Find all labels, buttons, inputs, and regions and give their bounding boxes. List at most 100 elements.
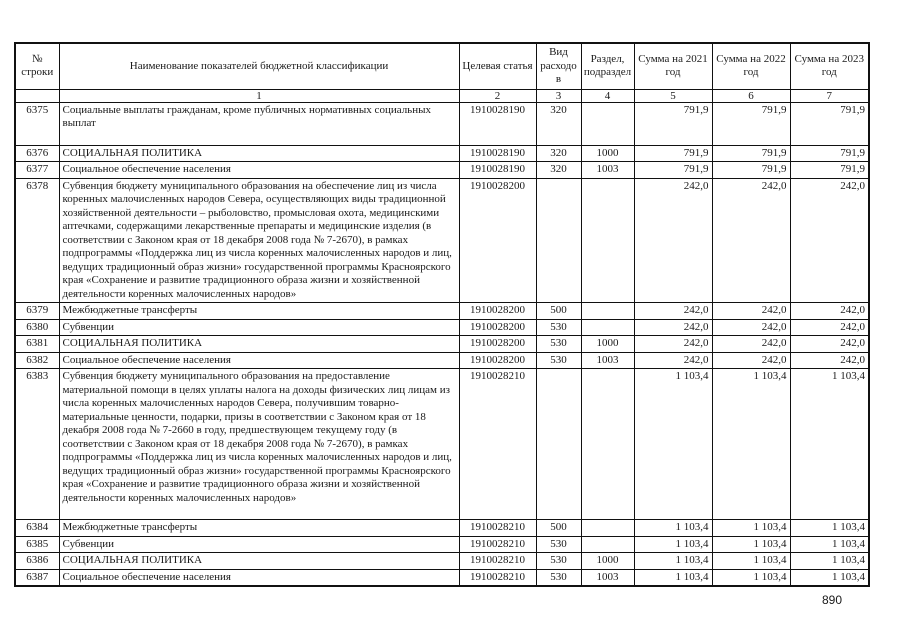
header-indicator-name: Наименование показателей бюджетной класс…: [58, 42, 460, 90]
header-row-number: № строки: [14, 42, 60, 90]
section-cell: 1000: [580, 335, 635, 353]
expense-type-cell: 530: [535, 335, 582, 353]
table-row: 6380 Субвенции 1910028200 530 242,0 242,0 242,…: [14, 318, 870, 336]
indicator-name-cell: Социальное обеспечение населения: [58, 161, 460, 179]
row-number-cell: 6386: [14, 552, 60, 570]
table-row: 6385 Субвенции 1910028210 530 1 103,4 1 103,4…: [14, 535, 870, 553]
section-cell: 1000: [580, 552, 635, 570]
table-row: 6382 Социальное обеспечение населения 1910…: [14, 351, 870, 369]
table-row: 6381 СОЦИАЛЬНАЯ ПОЛИТИКА 1910028200 530 1000…: [14, 335, 870, 353]
expense-type-cell: 500: [535, 519, 582, 537]
indicator-name-cell: Субвенции: [58, 318, 460, 336]
row-number-cell: 6382: [14, 351, 60, 369]
table-row: 6384 Межбюджетные трансферты 1910028210 500…: [14, 519, 870, 537]
sum-2021-cell: 242,0: [633, 335, 713, 353]
sum-2021-cell: 791,9: [633, 144, 713, 162]
sum-2022-cell: 242,0: [711, 318, 791, 336]
sum-2022-cell: 791,9: [711, 101, 791, 146]
header-sum-2022: Сумма на 2022 год: [711, 42, 791, 90]
section-cell: [580, 302, 635, 320]
section-cell: [580, 318, 635, 336]
expense-type-cell: 320: [535, 144, 582, 162]
sum-2021-cell: 791,9: [633, 161, 713, 179]
sum-2023-cell: 1 103,4: [789, 568, 870, 587]
expense-type-cell: 530: [535, 351, 582, 369]
indicator-name-cell: Социальное обеспечение населения: [58, 568, 460, 587]
indicator-name-cell: Субвенция бюджету муниципального образов…: [58, 177, 460, 303]
table-row: 6377 Социальное обеспечение населения 1910…: [14, 161, 870, 179]
sum-2023-cell: 1 103,4: [789, 552, 870, 570]
sum-2021-cell: 1 103,4: [633, 519, 713, 537]
sum-2022-cell: 242,0: [711, 335, 791, 353]
sum-2021-cell: 791,9: [633, 101, 713, 146]
sum-2021-cell: 242,0: [633, 302, 713, 320]
sum-2022-cell: 1 103,4: [711, 552, 791, 570]
table-row: 6386 СОЦИАЛЬНАЯ ПОЛИТИКА 1910028210 530 1000…: [14, 552, 870, 570]
colnum-5: 5: [633, 88, 713, 103]
section-cell: [580, 535, 635, 553]
target-article-cell: 1910028210: [458, 535, 537, 553]
sum-2021-cell: 1 103,4: [633, 535, 713, 553]
indicator-name-cell: Социальное обеспечение населения: [58, 351, 460, 369]
indicator-name-cell: Субвенция бюджету муниципального образов…: [58, 368, 460, 520]
target-article-cell: 1910028190: [458, 161, 537, 179]
row-number-cell: 6375: [14, 101, 60, 146]
budget-table: № строки Наименование показателей бюджет…: [14, 42, 870, 587]
section-cell: 1003: [580, 351, 635, 369]
indicator-name-cell: Межбюджетные трансферты: [58, 302, 460, 320]
target-article-cell: 1910028190: [458, 101, 537, 146]
indicator-name-cell: СОЦИАЛЬНАЯ ПОЛИТИКА: [58, 552, 460, 570]
target-article-cell: 1910028200: [458, 302, 537, 320]
table-row: 6383 Субвенция бюджету муниципального обр…: [14, 368, 870, 520]
sum-2022-cell: 1 103,4: [711, 519, 791, 537]
row-number-cell: 6376: [14, 144, 60, 162]
section-cell: [580, 368, 635, 520]
page-number: 890: [822, 593, 843, 607]
colnum-2: 2: [458, 88, 537, 103]
sum-2023-cell: 791,9: [789, 101, 870, 146]
colnum-0: [14, 88, 60, 103]
section-cell: 1003: [580, 568, 635, 587]
row-number-cell: 6377: [14, 161, 60, 179]
target-article-cell: 1910028190: [458, 144, 537, 162]
sum-2022-cell: 791,9: [711, 161, 791, 179]
sum-2021-cell: 1 103,4: [633, 568, 713, 587]
sum-2023-cell: 791,9: [789, 144, 870, 162]
row-number-cell: 6384: [14, 519, 60, 537]
header-sum-2021: Сумма на 2021 год: [633, 42, 713, 90]
expense-type-cell: [535, 368, 582, 520]
row-number-cell: 6385: [14, 535, 60, 553]
section-cell: [580, 177, 635, 303]
section-cell: [580, 101, 635, 146]
table-header-row: № строки Наименование показателей бюджет…: [14, 42, 870, 90]
sum-2022-cell: 1 103,4: [711, 368, 791, 520]
sum-2023-cell: 242,0: [789, 335, 870, 353]
row-number-cell: 6380: [14, 318, 60, 336]
indicator-name-cell: Социальные выплаты гражданам, кроме публ…: [58, 101, 460, 146]
table-row: 6375 Социальные выплаты гражданам, кроме …: [14, 101, 870, 146]
sum-2022-cell: 242,0: [711, 351, 791, 369]
target-article-cell: 1910028200: [458, 335, 537, 353]
sum-2021-cell: 242,0: [633, 318, 713, 336]
indicator-name-cell: СОЦИАЛЬНАЯ ПОЛИТИКА: [58, 144, 460, 162]
sum-2023-cell: 1 103,4: [789, 519, 870, 537]
row-number-cell: 6379: [14, 302, 60, 320]
sum-2021-cell: 242,0: [633, 351, 713, 369]
section-cell: [580, 519, 635, 537]
colnum-1: 1: [58, 88, 460, 103]
section-cell: 1000: [580, 144, 635, 162]
target-article-cell: 1910028210: [458, 568, 537, 587]
target-article-cell: 1910028210: [458, 519, 537, 537]
row-number-cell: 6381: [14, 335, 60, 353]
header-section: Раздел, подраздел: [580, 42, 635, 90]
indicator-name-cell: Субвенции: [58, 535, 460, 553]
colnum-6: 6: [711, 88, 791, 103]
sum-2022-cell: 1 103,4: [711, 568, 791, 587]
table-row: 6379 Межбюджетные трансферты 1910028200 500…: [14, 302, 870, 320]
table-row: 6376 СОЦИАЛЬНАЯ ПОЛИТИКА 1910028190 320 1000…: [14, 144, 870, 162]
row-number-cell: 6387: [14, 568, 60, 587]
row-number-cell: 6378: [14, 177, 60, 303]
expense-type-cell: 320: [535, 101, 582, 146]
target-article-cell: 1910028200: [458, 318, 537, 336]
